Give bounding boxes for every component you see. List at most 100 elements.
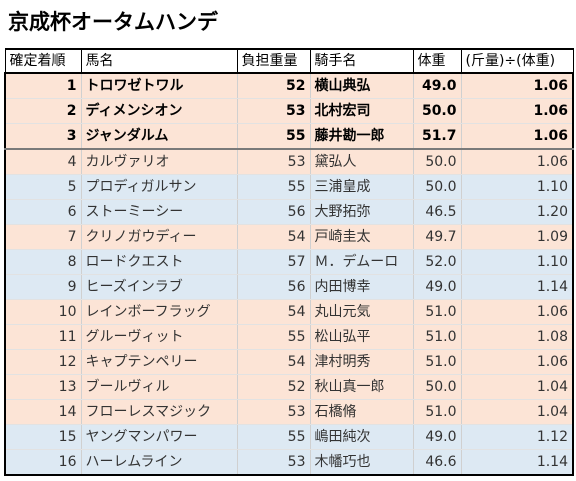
cell-body-weight[interactable]: 51.7 xyxy=(412,123,462,150)
cell-body-weight[interactable]: 49.0 xyxy=(412,73,462,99)
cell-weight[interactable]: 54 xyxy=(236,349,311,375)
cell-rank[interactable]: 15 xyxy=(4,424,82,450)
cell-ratio[interactable]: 1.06 xyxy=(460,349,574,375)
cell-jockey[interactable]: 内田博幸 xyxy=(309,274,414,300)
cell-jockey[interactable]: 秋山真一郎 xyxy=(309,374,414,400)
header-rank[interactable]: 確定着順 xyxy=(4,48,82,74)
cell-jockey[interactable]: 横山典弘 xyxy=(309,73,414,99)
cell-rank[interactable]: 8 xyxy=(4,249,82,275)
header-jockey[interactable]: 騎手名 xyxy=(309,48,414,74)
cell-weight[interactable]: 53 xyxy=(236,149,311,175)
cell-body-weight[interactable]: 49.7 xyxy=(412,224,462,250)
cell-body-weight[interactable]: 50.0 xyxy=(412,149,462,175)
cell-ratio[interactable]: 1.06 xyxy=(460,98,574,124)
cell-horse[interactable]: トロワゼトワル xyxy=(80,73,238,99)
cell-rank[interactable]: 5 xyxy=(4,174,82,200)
cell-jockey[interactable]: 津村明秀 xyxy=(309,349,414,375)
cell-ratio[interactable]: 1.04 xyxy=(460,399,574,425)
cell-jockey[interactable]: 藤井勘一郎 xyxy=(309,123,414,150)
cell-weight[interactable]: 52 xyxy=(236,374,311,400)
cell-rank[interactable]: 2 xyxy=(4,98,82,124)
cell-horse[interactable]: ストーミーシー xyxy=(80,199,238,225)
cell-ratio[interactable]: 1.09 xyxy=(460,224,574,250)
header-horse[interactable]: 馬名 xyxy=(80,48,238,74)
cell-rank[interactable]: 16 xyxy=(4,449,82,476)
cell-ratio[interactable]: 1.10 xyxy=(460,249,574,275)
cell-body-weight[interactable]: 49.0 xyxy=(412,274,462,300)
cell-jockey[interactable]: Ｍ．デムーロ xyxy=(309,249,414,275)
cell-ratio[interactable]: 1.06 xyxy=(460,123,574,150)
cell-jockey[interactable]: 松山弘平 xyxy=(309,324,414,350)
cell-weight[interactable]: 55 xyxy=(236,123,311,150)
cell-ratio[interactable]: 1.06 xyxy=(460,149,574,175)
cell-ratio[interactable]: 1.20 xyxy=(460,199,574,225)
header-ratio[interactable]: (斤量)÷(体重) xyxy=(460,48,574,74)
cell-jockey[interactable]: 木幡巧也 xyxy=(309,449,414,476)
header-body-weight[interactable]: 体重 xyxy=(412,48,462,74)
cell-ratio[interactable]: 1.06 xyxy=(460,73,574,99)
cell-weight[interactable]: 52 xyxy=(236,73,311,99)
cell-horse[interactable]: ディメンシオン xyxy=(80,98,238,124)
cell-horse[interactable]: ヒーズインラブ xyxy=(80,274,238,300)
cell-body-weight[interactable]: 46.5 xyxy=(412,199,462,225)
cell-weight[interactable]: 57 xyxy=(236,249,311,275)
cell-rank[interactable]: 12 xyxy=(4,349,82,375)
cell-body-weight[interactable]: 52.0 xyxy=(412,249,462,275)
cell-rank[interactable]: 3 xyxy=(4,123,82,150)
cell-horse[interactable]: フローレスマジック xyxy=(80,399,238,425)
cell-weight[interactable]: 54 xyxy=(236,299,311,325)
cell-body-weight[interactable]: 49.0 xyxy=(412,424,462,450)
cell-ratio[interactable]: 1.06 xyxy=(460,299,574,325)
cell-ratio[interactable]: 1.08 xyxy=(460,324,574,350)
cell-jockey[interactable]: 丸山元気 xyxy=(309,299,414,325)
cell-ratio[interactable]: 1.12 xyxy=(460,424,574,450)
cell-weight[interactable]: 56 xyxy=(236,274,311,300)
cell-jockey[interactable]: 三浦皇成 xyxy=(309,174,414,200)
cell-ratio[interactable]: 1.14 xyxy=(460,449,574,476)
cell-rank[interactable]: 14 xyxy=(4,399,82,425)
cell-weight[interactable]: 53 xyxy=(236,98,311,124)
cell-horse[interactable]: クリノガウディー xyxy=(80,224,238,250)
cell-body-weight[interactable]: 51.0 xyxy=(412,399,462,425)
cell-weight[interactable]: 55 xyxy=(236,174,311,200)
cell-horse[interactable]: レインボーフラッグ xyxy=(80,299,238,325)
cell-horse[interactable]: ヤングマンパワー xyxy=(80,424,238,450)
cell-jockey[interactable]: 嶋田純次 xyxy=(309,424,414,450)
cell-horse[interactable]: グルーヴィット xyxy=(80,324,238,350)
cell-weight[interactable]: 54 xyxy=(236,224,311,250)
cell-ratio[interactable]: 1.14 xyxy=(460,274,574,300)
cell-ratio[interactable]: 1.04 xyxy=(460,374,574,400)
cell-weight[interactable]: 56 xyxy=(236,199,311,225)
cell-rank[interactable]: 4 xyxy=(4,149,82,175)
cell-weight[interactable]: 55 xyxy=(236,424,311,450)
cell-rank[interactable]: 7 xyxy=(4,224,82,250)
cell-weight[interactable]: 53 xyxy=(236,399,311,425)
cell-body-weight[interactable]: 51.0 xyxy=(412,324,462,350)
cell-weight[interactable]: 55 xyxy=(236,324,311,350)
cell-rank[interactable]: 6 xyxy=(4,199,82,225)
cell-horse[interactable]: ハーレムライン xyxy=(80,449,238,476)
cell-horse[interactable]: カルヴァリオ xyxy=(80,149,238,175)
cell-jockey[interactable]: 北村宏司 xyxy=(309,98,414,124)
cell-body-weight[interactable]: 50.0 xyxy=(412,374,462,400)
cell-rank[interactable]: 13 xyxy=(4,374,82,400)
cell-body-weight[interactable]: 51.0 xyxy=(412,299,462,325)
cell-horse[interactable]: ロードクエスト xyxy=(80,249,238,275)
cell-horse[interactable]: ブールヴィル xyxy=(80,374,238,400)
cell-jockey[interactable]: 黛弘人 xyxy=(309,149,414,175)
cell-rank[interactable]: 11 xyxy=(4,324,82,350)
cell-horse[interactable]: キャプテンペリー xyxy=(80,349,238,375)
cell-body-weight[interactable]: 50.0 xyxy=(412,174,462,200)
cell-rank[interactable]: 1 xyxy=(4,73,82,99)
cell-rank[interactable]: 9 xyxy=(4,274,82,300)
cell-jockey[interactable]: 戸崎圭太 xyxy=(309,224,414,250)
cell-jockey[interactable]: 石橋脩 xyxy=(309,399,414,425)
cell-horse[interactable]: プロディガルサン xyxy=(80,174,238,200)
cell-body-weight[interactable]: 51.0 xyxy=(412,349,462,375)
cell-body-weight[interactable]: 50.0 xyxy=(412,98,462,124)
cell-rank[interactable]: 10 xyxy=(4,299,82,325)
cell-ratio[interactable]: 1.10 xyxy=(460,174,574,200)
cell-body-weight[interactable]: 46.6 xyxy=(412,449,462,476)
cell-horse[interactable]: ジャンダルム xyxy=(80,123,238,150)
header-weight[interactable]: 負担重量 xyxy=(236,48,311,74)
